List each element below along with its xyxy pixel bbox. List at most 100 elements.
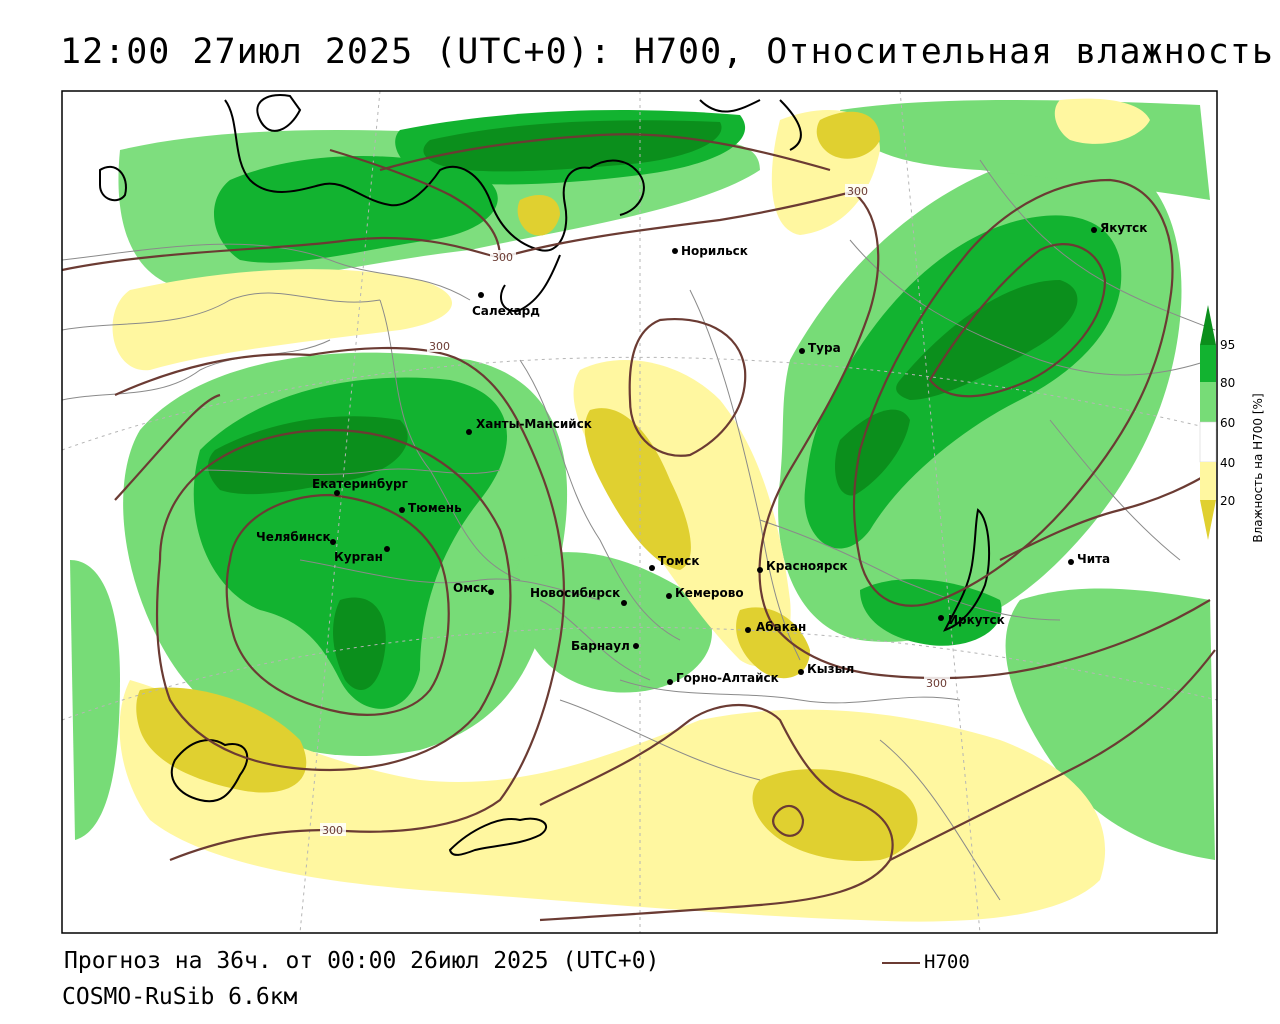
city-marker xyxy=(466,429,472,435)
h700-contour-line xyxy=(155,428,512,772)
humidity-zone-60-80 xyxy=(1005,588,1215,860)
colorbar-segment-40-60 xyxy=(1199,421,1217,463)
humidity-field xyxy=(70,98,1215,922)
city-label: Ханты-Мансийск xyxy=(476,417,592,431)
colorbar-top-arrow xyxy=(1200,305,1216,345)
cities-layer: Норильск Якутск Салехард Тура Ханты-Манс… xyxy=(256,221,1147,685)
city-label: Челябинск xyxy=(256,530,331,544)
h700-contour-line xyxy=(852,178,1174,607)
humidity-zone-below-20 xyxy=(752,769,918,861)
h700-contour-line xyxy=(772,804,805,837)
contour-labels: 300 300 300 300 300 xyxy=(320,184,950,837)
colorbar-segment-80-95 xyxy=(1200,345,1216,382)
h700-contour-line xyxy=(329,148,502,259)
colorbar-title: Влажность на H700 [%] xyxy=(1251,393,1265,542)
city-marker xyxy=(649,565,655,571)
city-label: Горно-Алтайск xyxy=(676,671,779,685)
city-marker xyxy=(384,546,390,552)
city-label: Якутск xyxy=(1100,221,1147,235)
contour-label: 300 xyxy=(322,824,343,837)
humidity-zone-below-20 xyxy=(736,607,810,679)
h700-contour-line xyxy=(928,243,1107,398)
legend-line-label: H700 xyxy=(924,951,970,973)
h700-contour-line xyxy=(379,133,831,172)
map-frame xyxy=(61,90,1218,934)
city-marker xyxy=(757,567,763,573)
humidity-zone-above-95 xyxy=(896,280,1078,400)
city-label: Норильск xyxy=(681,244,748,258)
city-label: Кызыл xyxy=(807,662,854,676)
model-name: COSMO-RuSib 6.6км xyxy=(62,984,298,1010)
city-label: Томск xyxy=(658,554,700,568)
city-label: Тюмень xyxy=(408,501,462,515)
colorbar-tick: 95 xyxy=(1220,338,1235,352)
map-title: 12:00 27июл 2025 (UTC+0): H700, Относите… xyxy=(60,32,1274,72)
city-label: Курган xyxy=(334,550,383,564)
h700-contour-line xyxy=(889,649,1216,861)
colorbar: 95 80 60 40 20 Влажность на H700 [%] xyxy=(1199,305,1265,543)
humidity-zone-below-20 xyxy=(584,408,691,570)
city-label: Екатеринбург xyxy=(312,477,408,491)
colorbar-segment-60-80 xyxy=(1200,382,1216,422)
humidity-zone-20-40 xyxy=(119,680,1106,922)
city-marker xyxy=(1091,227,1097,233)
city-label: Чита xyxy=(1077,552,1110,566)
contour-label: 300 xyxy=(492,251,513,264)
city-marker xyxy=(488,589,494,595)
humidity-zone-20-40 xyxy=(112,269,453,371)
city-label: Тура xyxy=(808,341,841,355)
humidity-zone-above-95 xyxy=(333,597,386,690)
city-marker xyxy=(672,248,678,254)
contour-label: 300 xyxy=(429,340,450,353)
city-label: Кемерово xyxy=(675,586,744,600)
region-borders xyxy=(62,159,1216,901)
city-label: Салехард xyxy=(472,304,540,318)
colorbar-tick: 20 xyxy=(1220,494,1235,508)
colorbar-tick: 60 xyxy=(1220,416,1235,430)
humidity-zone-below-20 xyxy=(517,195,560,236)
city-label: Новосибирск xyxy=(530,586,620,600)
city-marker xyxy=(1068,559,1074,565)
forecast-info: Прогноз на 36ч. от 00:00 26июл 2025 (UTC… xyxy=(64,948,660,974)
colorbar-segment-20-40 xyxy=(1200,462,1216,500)
humidity-zone-20-40 xyxy=(1054,98,1150,144)
city-marker xyxy=(621,600,627,606)
humidity-zone-60-80 xyxy=(70,560,120,840)
city-marker xyxy=(667,679,673,685)
colorbar-tick: 80 xyxy=(1220,376,1235,390)
colorbar-tick: 40 xyxy=(1220,456,1235,470)
h700-contour-line xyxy=(628,318,747,457)
humidity-zone-below-20 xyxy=(816,111,880,159)
city-marker xyxy=(330,539,336,545)
legend-line-swatch xyxy=(882,962,920,964)
contour-label: 300 xyxy=(926,677,947,690)
city-marker xyxy=(633,643,639,649)
coastlines xyxy=(99,94,991,856)
city-label: Барнаул xyxy=(571,639,630,653)
h700-contour-line xyxy=(999,469,1216,561)
colorbar-bottom-arrow xyxy=(1200,500,1216,540)
h700-contour-line xyxy=(114,393,221,501)
city-label: Омск xyxy=(453,581,488,595)
h700-contour-line xyxy=(539,704,894,922)
h700-contour-line xyxy=(225,493,450,716)
city-label: Абакан xyxy=(756,620,806,634)
city-label: Иркутск xyxy=(948,613,1005,627)
humidity-zone-80-95 xyxy=(213,156,498,263)
h700-contour-line xyxy=(114,346,566,862)
city-label: Красноярск xyxy=(766,559,848,573)
humidity-zone-80-95 xyxy=(860,579,1002,646)
city-marker xyxy=(666,593,672,599)
city-marker xyxy=(478,292,484,298)
city-marker xyxy=(799,348,805,354)
contour-label: 300 xyxy=(847,185,868,198)
h700-contour-line xyxy=(758,189,1211,680)
city-marker xyxy=(334,490,340,496)
city-marker xyxy=(399,507,405,513)
city-marker xyxy=(745,627,751,633)
city-marker xyxy=(798,669,804,675)
humidity-zone-above-95 xyxy=(423,120,722,172)
humidity-zone-above-95 xyxy=(208,416,408,495)
humidity-zone-above-95 xyxy=(835,409,910,496)
